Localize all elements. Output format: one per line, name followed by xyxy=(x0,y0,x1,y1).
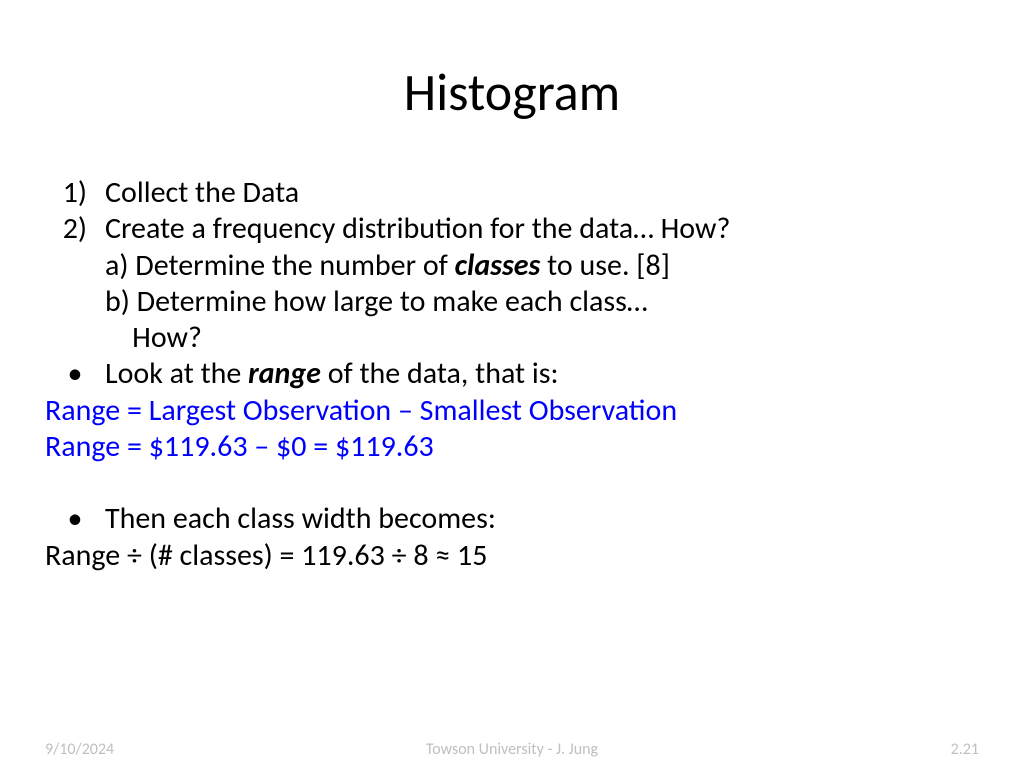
bullet-marker: • xyxy=(45,501,105,537)
list-item-2b-how: How? xyxy=(45,320,979,356)
list-marker-empty xyxy=(45,284,105,320)
list-body: Then each class width becomes: xyxy=(105,501,979,537)
list-item-1: 1) Collect the Data xyxy=(45,175,979,211)
list-body: Create a frequency distribution for the … xyxy=(105,211,979,247)
slide-content: 1) Collect the Data 2) Create a frequenc… xyxy=(45,175,979,574)
list-body: b) Determine how large to make each clas… xyxy=(105,284,979,320)
list-marker-empty xyxy=(45,248,105,284)
list-item-2: 2) Create a frequency distribution for t… xyxy=(45,211,979,247)
list-marker: 2) xyxy=(45,211,105,247)
range-formula: Range = Largest Observation – Smallest O… xyxy=(45,393,979,429)
list-item-2a: a) Determine the number of classes to us… xyxy=(45,248,979,284)
text-post: of the data, that is: xyxy=(321,355,559,392)
list-marker: 1) xyxy=(45,175,105,211)
text-pre: a) Determine the number of xyxy=(105,247,455,284)
text-bold: classes xyxy=(455,247,541,284)
footer-center: Towson University - J. Jung xyxy=(0,740,1024,759)
range-calculation: Range = $119.63 – $0 = $119.63 xyxy=(45,429,979,465)
text-bold: range xyxy=(248,355,321,392)
footer-page: 2.21 xyxy=(951,740,979,759)
list-body: a) Determine the number of classes to us… xyxy=(105,248,979,284)
bullet-marker: • xyxy=(45,356,105,392)
list-body: Collect the Data xyxy=(105,175,979,211)
text-pre: Look at the xyxy=(105,355,248,392)
list-body: How? xyxy=(105,320,979,356)
bullet-item-1: • Look at the range of the data, that is… xyxy=(45,356,979,392)
slide-title: Histogram xyxy=(0,60,1024,124)
text: How? xyxy=(105,319,202,356)
slide: Histogram 1) Collect the Data 2) Create … xyxy=(0,0,1024,768)
text-post: to use. [8] xyxy=(540,247,670,284)
list-marker-empty xyxy=(45,320,105,356)
class-width-formula: Range ÷ (# classes) = 119.63 ÷ 8 ≈ 15 xyxy=(45,538,979,574)
list-item-2b: b) Determine how large to make each clas… xyxy=(45,284,979,320)
list-body: Look at the range of the data, that is: xyxy=(105,356,979,392)
bullet-item-2: • Then each class width becomes: xyxy=(45,501,979,537)
spacer xyxy=(45,465,979,501)
